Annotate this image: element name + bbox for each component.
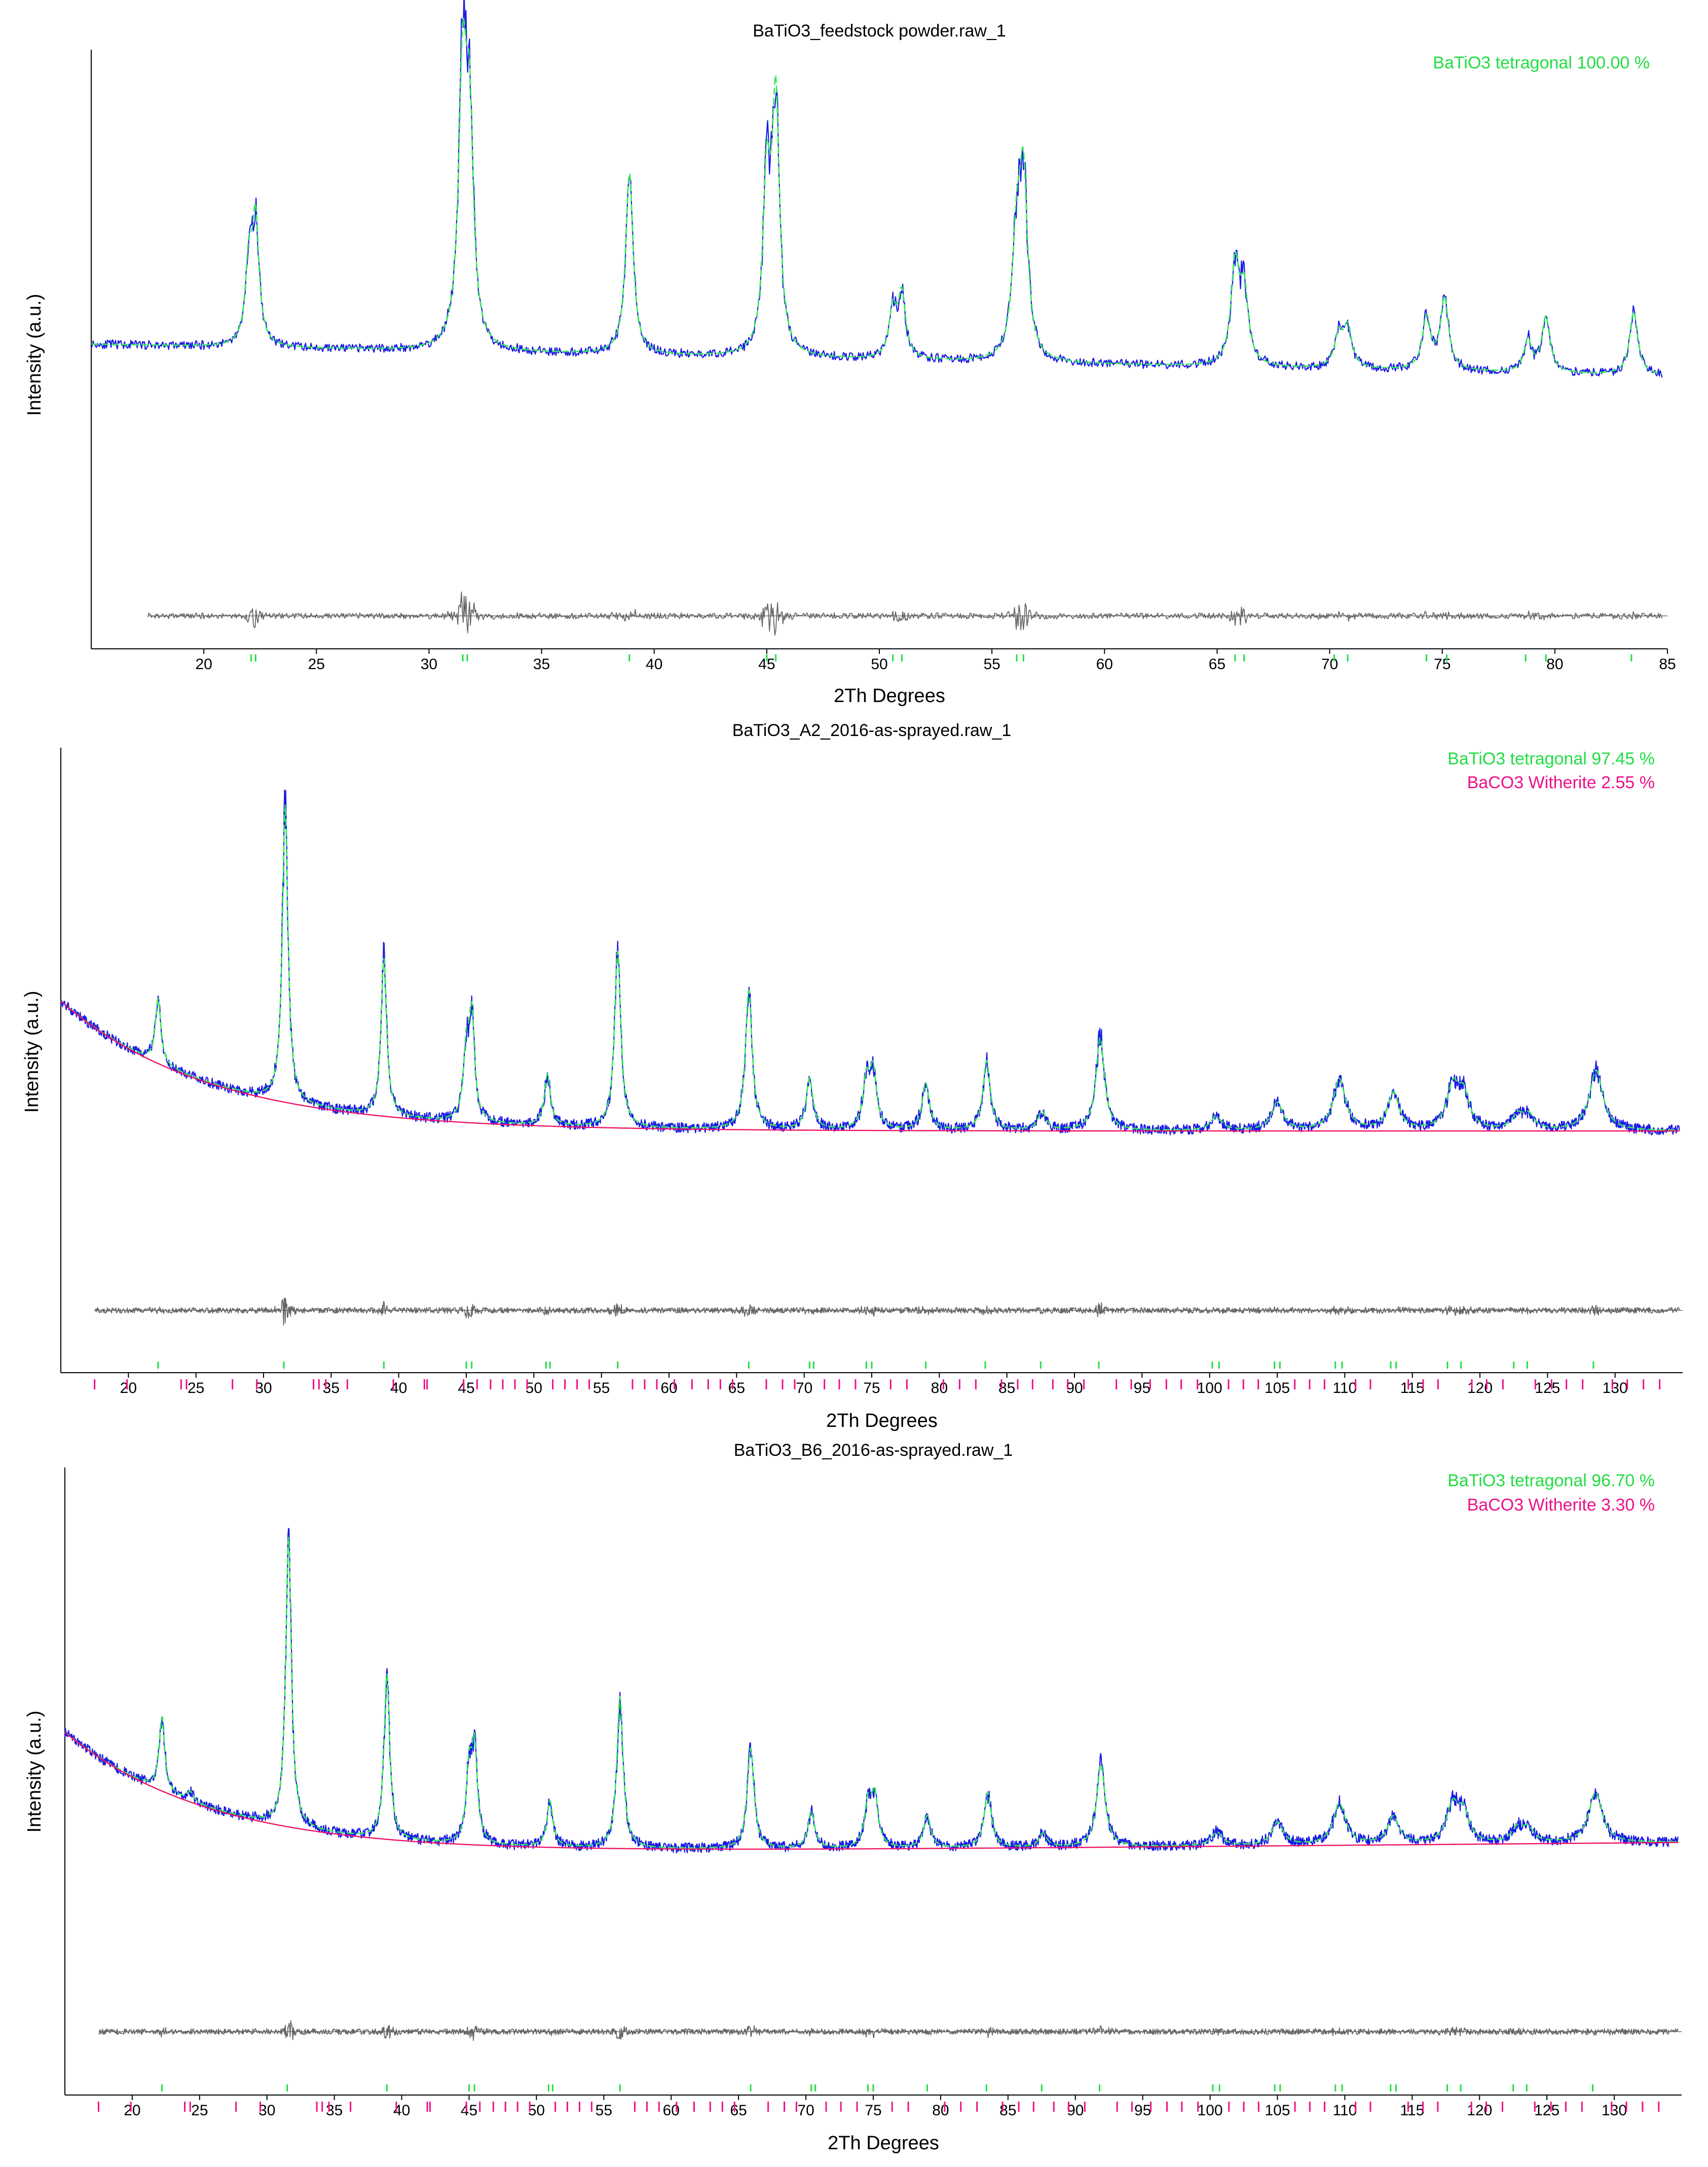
x-tick-label: 55 [593, 1380, 610, 1397]
x-axis-label: 2Th Degrees [828, 2133, 939, 2154]
legend-entry-tetragonal: BaTiO3 tetragonal 96.70 % [1447, 1471, 1655, 1490]
x-tick-label: 75 [865, 2102, 881, 2119]
chart-title: BaTiO3_B6_2016-as-sprayed.raw_1 [734, 1441, 1013, 1460]
x-tick-label: 70 [796, 1380, 812, 1397]
x-tick-label: 95 [1134, 2102, 1151, 2119]
x-tick-label: 130 [1603, 1380, 1628, 1397]
background-curve [64, 1732, 1679, 1850]
x-tick-label: 65 [730, 2102, 747, 2119]
observed-pattern [90, 0, 1663, 378]
chart-title: BaTiO3_feedstock powder.raw_1 [753, 21, 1006, 41]
x-tick-label: 60 [1096, 656, 1113, 673]
difference-curve [94, 1298, 1680, 1326]
legend-entry-witherite: BaCO3 Witherite 3.30 % [1467, 1495, 1655, 1515]
x-tick-label: 25 [191, 2102, 208, 2119]
background-curve [60, 1001, 1680, 1132]
y-axis-label: Intensity (a.u.) [21, 991, 43, 1113]
x-tick-label: 50 [526, 1380, 542, 1397]
x-tick-label: 55 [983, 656, 1000, 673]
x-tick-label: 25 [308, 656, 325, 673]
x-tick-label: 20 [124, 2102, 140, 2119]
x-tick-label: 30 [255, 1380, 272, 1397]
x-tick-label: 120 [1467, 1380, 1493, 1397]
x-tick-label: 90 [1066, 1380, 1083, 1397]
y-axis-label: Intensity (a.u.) [24, 294, 45, 416]
x-tick-label: 45 [461, 2102, 477, 2119]
x-tick-label: 55 [596, 2102, 612, 2119]
x-tick-label: 75 [1434, 656, 1451, 673]
calculated-pattern [91, 17, 1662, 375]
x-tick-label: 80 [932, 2102, 949, 2119]
x-tick-label: 40 [646, 656, 662, 673]
x-tick-label: 85 [1659, 656, 1676, 673]
x-tick-label: 50 [871, 656, 887, 673]
x-tick-label: 95 [1134, 1380, 1150, 1397]
x-tick-label: 20 [195, 656, 212, 673]
x-tick-label: 25 [188, 1380, 204, 1397]
x-tick-label: 45 [458, 1380, 474, 1397]
x-tick-label: 110 [1333, 2102, 1357, 2119]
x-tick-label: 70 [797, 2102, 814, 2119]
calculated-pattern [64, 1536, 1679, 1849]
x-tick-label: 30 [421, 656, 437, 673]
x-tick-label: 125 [1535, 1380, 1560, 1397]
x-tick-label: 80 [931, 1380, 948, 1397]
x-tick-label: 100 [1197, 1380, 1222, 1397]
x-tick-label: 30 [258, 2102, 275, 2119]
legend-entry-tetragonal: BaTiO3 tetragonal 100.00 % [1433, 53, 1650, 72]
x-tick-label: 70 [1321, 656, 1338, 673]
x-tick-label: 115 [1400, 2102, 1424, 2119]
x-tick-label: 110 [1332, 1380, 1357, 1397]
chart-panel-3: BaTiO3_B6_2016-as-sprayed.raw_1 Intensity… [24, 1441, 1682, 2154]
x-tick-label: 65 [1209, 656, 1226, 673]
observed-pattern [64, 1528, 1679, 1854]
x-tick-label: 115 [1400, 1380, 1425, 1397]
x-tick-label: 120 [1467, 2102, 1492, 2119]
x-axis-label: 2Th Degrees [834, 685, 945, 707]
difference-curve [147, 591, 1663, 636]
chart-title: BaTiO3_A2_2016-as-sprayed.raw_1 [732, 721, 1012, 740]
x-tick-label: 20 [120, 1380, 137, 1397]
chart-panel-1: BaTiO3_feedstock powder.raw_1 Intensity (… [24, 0, 1676, 707]
x-tick-label: 50 [528, 2102, 545, 2119]
difference-curve [98, 2020, 1679, 2041]
x-tick-label: 35 [533, 656, 550, 673]
legend-entry-witherite: BaCO3 Witherite 2.55 % [1467, 773, 1655, 792]
observed-pattern [60, 789, 1680, 1135]
x-tick-label: 105 [1265, 1380, 1290, 1397]
x-tick-label: 80 [1546, 656, 1563, 673]
x-axis-label: 2Th Degrees [826, 1410, 938, 1431]
legend-entry-tetragonal: BaTiO3 tetragonal 97.45 % [1447, 749, 1655, 768]
x-tick-label: 125 [1534, 2102, 1560, 2119]
x-tick-label: 90 [1067, 2102, 1084, 2119]
y-axis-label: Intensity (a.u.) [24, 1711, 45, 1833]
x-tick-label: 65 [728, 1380, 745, 1397]
x-tick-label: 105 [1265, 2102, 1290, 2119]
calculated-pattern [60, 804, 1680, 1131]
chart-panel-2: BaTiO3_A2_2016-as-sprayed.raw_1 Intensity… [21, 721, 1683, 1431]
x-tick-label: 100 [1198, 2102, 1223, 2119]
x-tick-label: 75 [863, 1380, 880, 1397]
x-tick-label: 130 [1602, 2102, 1627, 2119]
